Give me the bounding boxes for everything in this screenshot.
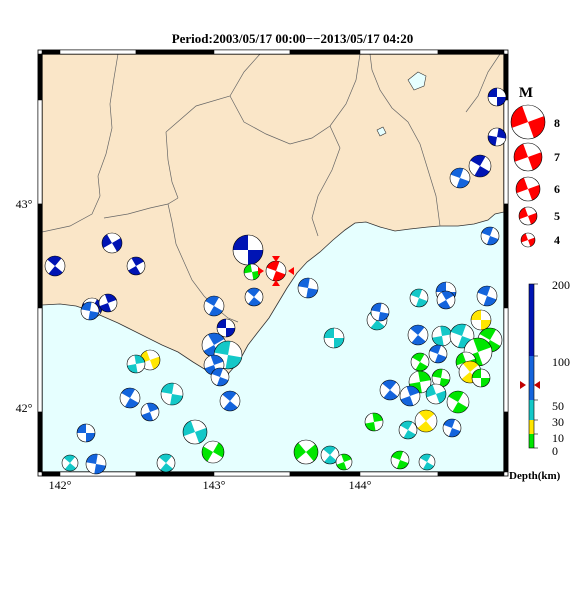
magnitude-legend: M 8 7 6 5 4 [510, 85, 560, 248]
x-tick-label: 144° [349, 478, 372, 492]
focal-mechanism-beachball [364, 412, 384, 432]
focal-mechanism-beachball [414, 409, 438, 433]
focal-mechanism-beachball [232, 234, 264, 266]
focal-mechanism-beachball [243, 263, 261, 281]
focal-mechanism-beachball [425, 383, 447, 405]
focal-mechanism-beachball [409, 288, 429, 308]
depth-tick-label: 200 [552, 278, 570, 292]
focal-mechanism-beachball [471, 368, 491, 388]
focal-mechanism-beachball [156, 453, 176, 473]
focal-mechanism-beachball [480, 226, 500, 246]
focal-mechanism-beachball [126, 354, 146, 374]
lake [407, 71, 427, 91]
focal-mechanism-beachball [390, 450, 410, 470]
depth-band-deep [529, 284, 534, 356]
depth-band-mid [529, 400, 534, 420]
focal-mechanism-beachball [410, 352, 430, 372]
magnitude-legend-beachball [515, 176, 541, 202]
magnitude-label: 5 [554, 209, 560, 223]
magnitude-label: 6 [554, 182, 560, 196]
focal-mechanism-beachball [428, 344, 448, 364]
map-title: Period:2003/05/17 00:00−−2013/05/17 04:2… [171, 31, 414, 46]
focal-mechanism-beachball [442, 418, 462, 438]
x-tick-label: 143° [203, 478, 226, 492]
magnitude-legend-beachball [510, 104, 546, 140]
land-hokkaido [42, 54, 504, 377]
focal-mechanism-beachball [98, 293, 118, 313]
depth-marker-right [534, 381, 540, 389]
focal-mechanism-beachball [487, 127, 507, 147]
focal-mechanism-beachball [436, 290, 456, 310]
focal-mechanism-beachball [320, 445, 340, 465]
focal-mechanism-beachball [399, 385, 421, 407]
focal-mechanism-beachball [201, 440, 225, 464]
magnitude-legend-beachball [513, 142, 543, 172]
focal-mechanism-beachball [293, 439, 319, 465]
depth-band-10-30 [529, 420, 534, 434]
focal-mechanism-beachball [119, 387, 141, 409]
magnitude-label: 7 [554, 150, 560, 164]
magnitude-label: 8 [554, 116, 560, 130]
focal-mechanism-beachball [370, 302, 390, 322]
focal-mechanism-beachball [203, 295, 225, 317]
prefecture-borders [42, 54, 501, 323]
magnitude-legend-beachball [518, 206, 538, 226]
depth-marker-left [520, 381, 526, 389]
focal-mechanism-beachball [182, 419, 208, 445]
focal-mechanism-beachball [61, 454, 79, 472]
focal-mechanism-beachball [140, 402, 160, 422]
focal-mechanism-beachball [85, 453, 107, 475]
focal-mechanism-beachball [398, 420, 418, 440]
focal-mechanism-beachball [76, 423, 96, 443]
depth-scale: 200 100 50 30 10 0 Depth(km) [509, 278, 570, 482]
lake-small [376, 126, 387, 137]
focal-mechanism-beachball [468, 154, 492, 178]
focal-mechanism-beachball [476, 285, 498, 307]
depth-tick-label: 10 [552, 431, 564, 445]
depth-tick-label: 30 [552, 415, 564, 429]
focal-mechanism-beachball [418, 453, 436, 471]
depth-tick-label: 50 [552, 399, 564, 413]
magnitude-legend-beachball [520, 232, 536, 248]
depth-tick-label: 0 [552, 444, 558, 458]
magnitude-label: 4 [554, 233, 560, 247]
magnitude-legend-title: M [519, 85, 533, 101]
depth-scale-label: Depth(km) [509, 470, 561, 482]
depth-band-mid-deep [529, 356, 534, 400]
focal-mechanism-beachball [323, 327, 345, 349]
y-tick-label: 43° [16, 197, 33, 211]
focal-mechanism-beachball [216, 318, 236, 338]
focal-mechanism-beachball [470, 309, 492, 331]
focal-mechanism-beachball [101, 232, 123, 254]
y-tick-label: 42° [16, 401, 33, 415]
focal-mechanism-beachball [379, 379, 401, 401]
depth-band-shallow [529, 434, 534, 448]
focal-mechanism-beachball [335, 453, 353, 471]
focal-mechanisms [44, 87, 507, 475]
target-event-beachball [265, 260, 287, 282]
focal-mechanism-beachball [449, 323, 475, 349]
focal-mechanism-beachball [80, 301, 100, 321]
focal-mechanism-beachball [126, 256, 146, 276]
focal-mechanism-beachball [407, 324, 429, 346]
focal-mechanism-beachball [219, 390, 241, 412]
focal-mechanism-beachball [431, 325, 453, 347]
focal-mechanism-beachball [210, 367, 230, 387]
focal-mechanism-beachball [449, 167, 471, 189]
focal-mechanism-beachball [44, 255, 66, 277]
focal-mechanism-beachball [160, 382, 184, 406]
focal-mechanism-beachball [446, 390, 470, 414]
focal-mechanism-beachball [297, 277, 319, 299]
focal-mechanism-beachball [244, 287, 264, 307]
x-tick-label: 142° [49, 478, 72, 492]
depth-tick-label: 100 [552, 355, 570, 369]
focal-mechanism-beachball [487, 87, 507, 107]
target-event-marker [258, 256, 294, 286]
